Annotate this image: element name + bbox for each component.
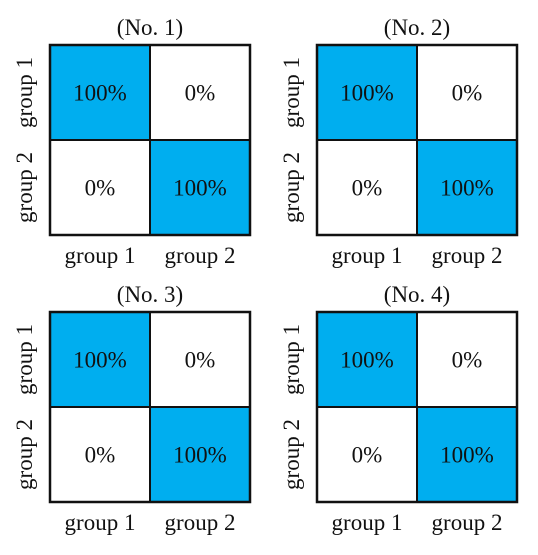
matrix-border (315, 43, 519, 237)
matrix-cell (149, 44, 251, 141)
column-label: group 2 (432, 243, 503, 268)
cell-value-label: 100% (73, 348, 127, 373)
row-label: group 1 (12, 57, 37, 128)
cell-value-label: 100% (340, 348, 394, 373)
column-label: group 2 (165, 243, 236, 268)
cell-value-label: 0% (185, 81, 216, 106)
cell-value-label: 0% (352, 176, 383, 201)
row-label: group 1 (279, 57, 304, 128)
cell-value-label: 100% (440, 443, 494, 468)
cell-value-label: 0% (452, 348, 483, 373)
matrix-panel-4: (No. 4) 100% 0% 0% 100% group 1 group 2 group 1… (279, 282, 519, 535)
column-label: group 1 (332, 510, 403, 535)
row-label: group 2 (279, 419, 304, 490)
cell-value-label: 0% (185, 348, 216, 373)
cell-value-label: 100% (173, 176, 227, 201)
row-label: group 2 (279, 152, 304, 223)
column-label: group 2 (165, 510, 236, 535)
matrix-border (48, 43, 252, 237)
matrix-cell (49, 44, 151, 141)
panel-title: (No. 4) (384, 282, 450, 307)
matrix-cell (416, 139, 518, 236)
matrix-cell (416, 44, 518, 141)
cell-value-label: 100% (173, 443, 227, 468)
matrix-border (48, 310, 252, 504)
cell-value-label: 0% (352, 443, 383, 468)
row-label: group 2 (12, 152, 37, 223)
panel-title: (No. 2) (384, 15, 450, 40)
cell-value-label: 0% (452, 81, 483, 106)
matrix-panel-3: (No. 3) 100% 0% 0% 100% group 1 group 2 group 1… (12, 282, 252, 535)
panel-title: (No. 1) (117, 15, 183, 40)
column-label: group 1 (65, 510, 136, 535)
cell-value-label: 0% (85, 176, 116, 201)
matrix-panel-1: (No. 1) 100% 0% 0% 100% group 1 group 2 group 1… (12, 15, 252, 268)
cell-value-label: 0% (85, 443, 116, 468)
matrix-cell (149, 406, 251, 503)
cell-value-label: 100% (73, 81, 127, 106)
panel-title: (No. 3) (117, 282, 183, 307)
matrix-panel-2: (No. 2) 100% 0% 0% 100% group 1 group 2 group 1… (279, 15, 519, 268)
row-label: group 1 (279, 324, 304, 395)
cell-value-label: 100% (440, 176, 494, 201)
column-label: group 1 (332, 243, 403, 268)
row-label: group 1 (12, 324, 37, 395)
row-label: group 2 (12, 419, 37, 490)
cell-value-label: 100% (340, 81, 394, 106)
matrix-cell (49, 139, 151, 236)
matrix-border (315, 310, 519, 504)
column-label: group 2 (432, 510, 503, 535)
column-label: group 1 (65, 243, 136, 268)
